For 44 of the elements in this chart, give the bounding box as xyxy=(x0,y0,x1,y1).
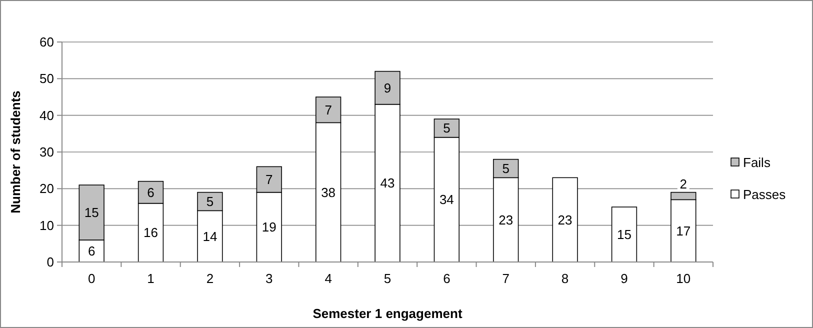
data-label: 7 xyxy=(266,172,273,187)
bar xyxy=(552,177,578,262)
y-tick-label: 40 xyxy=(40,108,54,123)
y-tick-label: 50 xyxy=(40,71,54,86)
x-tick-label: 0 xyxy=(88,271,96,286)
y-tick-label: 20 xyxy=(40,181,54,196)
data-label: 14 xyxy=(202,228,218,244)
legend-label: Passes xyxy=(743,187,786,202)
x-tick-label: 4 xyxy=(324,271,332,286)
data-label: 5 xyxy=(502,161,510,176)
data-label: 2 xyxy=(680,176,688,192)
data-label: 6 xyxy=(147,184,154,200)
data-label: 7 xyxy=(324,102,332,118)
data-label: 23 xyxy=(558,212,572,228)
x-axis-title: Semester 1 engagement xyxy=(312,306,463,321)
x-tick-label: 2 xyxy=(206,271,214,286)
y-axis-title: Number of students xyxy=(8,90,23,214)
data-label: 9 xyxy=(384,80,392,96)
data-label: 17 xyxy=(676,223,691,238)
data-label: 5 xyxy=(443,120,450,136)
data-label: 16 xyxy=(144,225,158,240)
data-label: 34 xyxy=(439,192,454,208)
data-label: 15 xyxy=(84,205,99,220)
x-tick-label: 8 xyxy=(561,271,569,286)
x-tick-label: 9 xyxy=(620,271,628,286)
data-label: 19 xyxy=(262,220,276,235)
x-tick-label: 3 xyxy=(266,271,273,286)
data-label: 38 xyxy=(321,184,336,200)
y-tick-label: 0 xyxy=(46,254,54,270)
x-tick-label: 6 xyxy=(443,271,450,286)
legend-label: Fails xyxy=(743,155,771,170)
y-tick-label: 60 xyxy=(40,34,54,50)
data-label: 5 xyxy=(206,194,214,209)
x-tick-label: 10 xyxy=(676,271,691,286)
x-tick-label: 1 xyxy=(147,271,154,286)
y-tick-label: 10 xyxy=(40,218,54,233)
y-tick-label: 30 xyxy=(40,144,54,160)
data-label: 15 xyxy=(616,227,632,242)
x-tick-label: 7 xyxy=(502,271,510,286)
data-label: 43 xyxy=(380,176,395,191)
x-tick-label: 5 xyxy=(384,271,392,286)
data-label: 6 xyxy=(88,244,96,258)
bar xyxy=(611,206,638,262)
data-label: 23 xyxy=(498,212,514,228)
